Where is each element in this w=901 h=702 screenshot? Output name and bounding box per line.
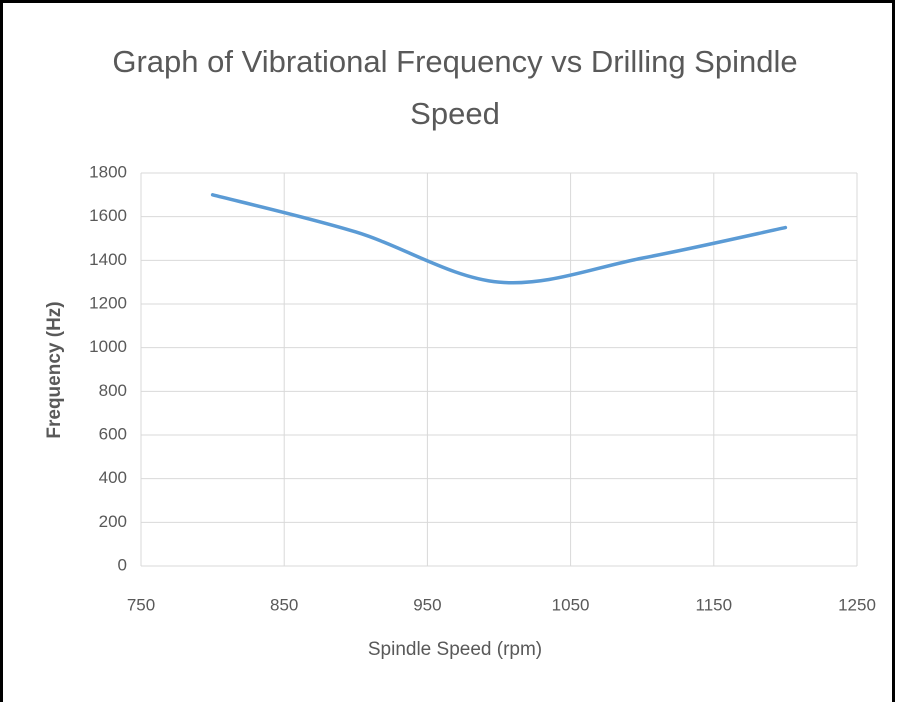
y-tick-label: 1200 [89, 293, 127, 312]
x-tick-label: 1250 [838, 595, 876, 614]
y-axis-label: Frequency (Hz) [44, 301, 65, 438]
y-tick-label: 800 [99, 381, 127, 400]
y-tick-label: 1000 [89, 337, 127, 356]
chart-title: Graph of Vibrational Frequency vs Drilli… [112, 44, 798, 131]
x-tick-label: 1050 [552, 595, 590, 614]
x-axis-label: Spindle Speed (rpm) [368, 639, 542, 660]
y-tick-label: 0 [118, 555, 127, 574]
y-tick-label: 200 [99, 512, 127, 531]
x-tick-label: 850 [270, 595, 298, 614]
y-tick-label: 1400 [89, 250, 127, 269]
line [210, 193, 788, 285]
y-tick-label: 1600 [89, 206, 127, 225]
y-tick-label: 600 [99, 424, 127, 443]
x-tick-label: 1150 [696, 595, 733, 614]
x-tick-label: 950 [413, 595, 441, 614]
x-tick-label: 750 [127, 595, 155, 614]
y-tick-label: 1800 [89, 162, 127, 181]
y-tick-label: 400 [99, 468, 127, 487]
